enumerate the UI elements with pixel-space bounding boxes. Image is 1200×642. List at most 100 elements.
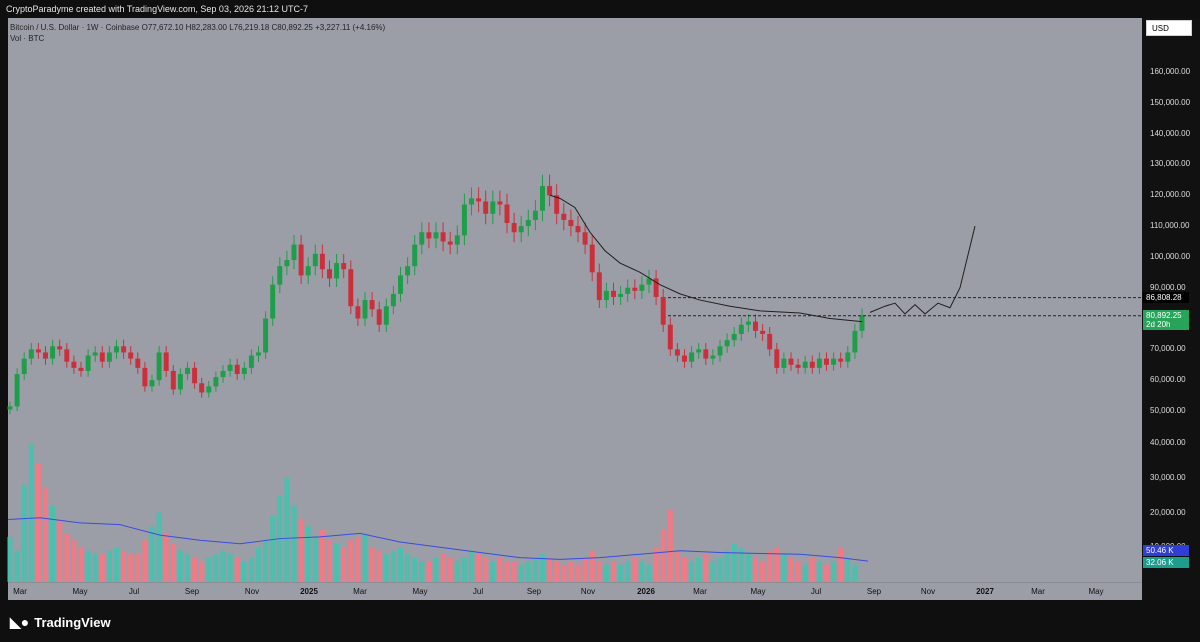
volume-bar — [192, 557, 198, 582]
candle-body — [447, 241, 453, 245]
candle-body — [7, 406, 13, 410]
volume-bar — [383, 554, 389, 582]
candle-body — [327, 269, 332, 279]
price-tick-label: 40,000.00 — [1150, 438, 1186, 447]
volume-bar — [270, 515, 276, 582]
candle-body — [248, 355, 254, 368]
volume-bar — [603, 564, 609, 582]
candle-body — [816, 358, 822, 368]
volume-bar — [305, 526, 311, 582]
price-tick-label: 110,000.00 — [1150, 221, 1190, 231]
time-tick-label: Sep — [526, 587, 542, 596]
volume-bar — [156, 512, 162, 582]
candle-body — [277, 266, 283, 285]
candle-body — [426, 232, 432, 239]
volume-bar — [476, 554, 482, 582]
candle-body — [419, 232, 425, 245]
volume-bar — [554, 561, 560, 582]
volume-bar — [816, 561, 822, 582]
candle-body — [753, 321, 758, 331]
volume-bar — [433, 557, 439, 582]
volume-bar — [14, 550, 20, 582]
tradingview-logo[interactable]: ◣● TradingView — [10, 614, 111, 631]
candle-body — [646, 278, 652, 285]
candle-body — [525, 219, 531, 227]
last-price-value: 80,892.25 — [1146, 311, 1182, 320]
moving-average-line — [549, 194, 863, 323]
candle-body — [696, 349, 702, 353]
volume-bar — [213, 554, 219, 582]
candle-body — [291, 244, 297, 260]
volume-bar — [454, 561, 460, 582]
candle-body — [284, 259, 290, 267]
candle-body — [561, 213, 567, 220]
price-tick-label: 150,000.00 — [1150, 97, 1191, 107]
candle-body — [348, 269, 354, 307]
volume-bar — [114, 547, 119, 582]
candle-body — [674, 349, 680, 356]
candle-body — [774, 349, 780, 368]
volume-bar — [646, 564, 652, 582]
volume-bar — [21, 484, 27, 582]
candle-body — [256, 352, 261, 356]
chart-pane[interactable] — [8, 18, 1142, 582]
volume-bar — [241, 561, 247, 582]
candle-body — [234, 364, 240, 375]
candle-body — [469, 198, 474, 205]
candle-body — [724, 340, 730, 347]
candle-body — [114, 346, 119, 353]
candle-body — [78, 367, 84, 371]
volume-bar — [831, 561, 837, 582]
candle-body — [14, 374, 20, 407]
volume-bar — [589, 550, 595, 582]
volume-bar — [461, 557, 467, 582]
volume-bar — [745, 554, 751, 582]
candle-body — [341, 263, 347, 270]
volume-bar — [35, 463, 41, 582]
volume-bar — [809, 557, 815, 582]
volume-bar — [632, 557, 638, 582]
candle-body — [831, 358, 837, 365]
legend: Bitcoin / U.S. Dollar · 1W · Coinbase O7… — [10, 22, 385, 44]
footer — [0, 600, 1200, 642]
candle-body — [547, 186, 553, 196]
volume-bar — [440, 554, 446, 582]
volume-bar — [852, 564, 858, 582]
candle-body — [603, 290, 609, 301]
volume-bar — [227, 554, 233, 582]
volume-bar — [696, 557, 702, 582]
volume-bar — [369, 547, 375, 582]
volume-bar — [327, 540, 332, 582]
candle-body — [582, 232, 588, 245]
volume-bar — [64, 533, 70, 582]
brand-name: TradingView — [34, 615, 111, 630]
time-tick-label: 2027 — [976, 587, 994, 596]
candle-body — [319, 253, 325, 270]
volume-bar — [78, 547, 84, 582]
currency-selector[interactable]: USD — [1146, 20, 1192, 36]
volume-bar — [206, 557, 212, 582]
time-tick-label: May — [72, 587, 88, 596]
candle-body — [185, 367, 190, 375]
candle-body — [710, 355, 716, 359]
candle-body — [220, 370, 226, 378]
candle-body — [660, 296, 666, 325]
volume-bar — [802, 564, 808, 582]
volume-bar — [795, 561, 801, 582]
volume-bar — [611, 561, 616, 582]
price-tick-label: 140,000.00 — [1150, 128, 1191, 138]
volume-bar — [710, 561, 716, 582]
candle-body — [362, 300, 368, 319]
candle-body — [717, 346, 723, 356]
volume-bar — [547, 557, 553, 582]
time-scale[interactable] — [8, 582, 1142, 601]
volume-bar — [128, 554, 134, 582]
candle-body — [355, 306, 361, 319]
volume-bar — [483, 557, 489, 582]
volume-bar — [248, 557, 254, 582]
candle-body — [532, 210, 538, 220]
candle-body — [334, 263, 340, 279]
volume-bar — [43, 488, 48, 582]
price-scale[interactable] — [1142, 18, 1200, 600]
candle-body — [390, 293, 396, 307]
